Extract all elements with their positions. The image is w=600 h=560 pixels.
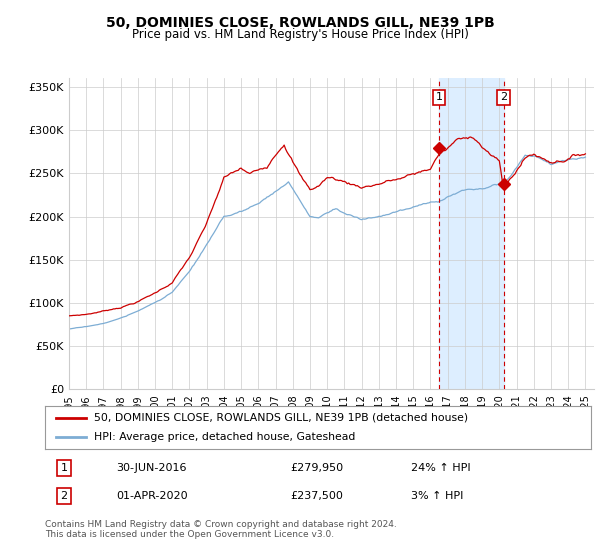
Text: 2: 2 bbox=[61, 491, 68, 501]
Text: 3% ↑ HPI: 3% ↑ HPI bbox=[411, 491, 463, 501]
Text: 2: 2 bbox=[500, 92, 507, 102]
Text: 30-JUN-2016: 30-JUN-2016 bbox=[116, 463, 187, 473]
Text: 50, DOMINIES CLOSE, ROWLANDS GILL, NE39 1PB: 50, DOMINIES CLOSE, ROWLANDS GILL, NE39 … bbox=[106, 16, 494, 30]
Text: 50, DOMINIES CLOSE, ROWLANDS GILL, NE39 1PB (detached house): 50, DOMINIES CLOSE, ROWLANDS GILL, NE39 … bbox=[94, 413, 468, 423]
Text: Contains HM Land Registry data © Crown copyright and database right 2024.
This d: Contains HM Land Registry data © Crown c… bbox=[45, 520, 397, 539]
Text: 1: 1 bbox=[436, 92, 443, 102]
Bar bbox=[439, 78, 503, 389]
Text: £279,950: £279,950 bbox=[291, 463, 344, 473]
Text: £237,500: £237,500 bbox=[291, 491, 344, 501]
Text: 1: 1 bbox=[61, 463, 68, 473]
Text: Price paid vs. HM Land Registry's House Price Index (HPI): Price paid vs. HM Land Registry's House … bbox=[131, 28, 469, 41]
Text: 24% ↑ HPI: 24% ↑ HPI bbox=[411, 463, 470, 473]
Text: HPI: Average price, detached house, Gateshead: HPI: Average price, detached house, Gate… bbox=[94, 432, 356, 442]
Text: 01-APR-2020: 01-APR-2020 bbox=[116, 491, 188, 501]
